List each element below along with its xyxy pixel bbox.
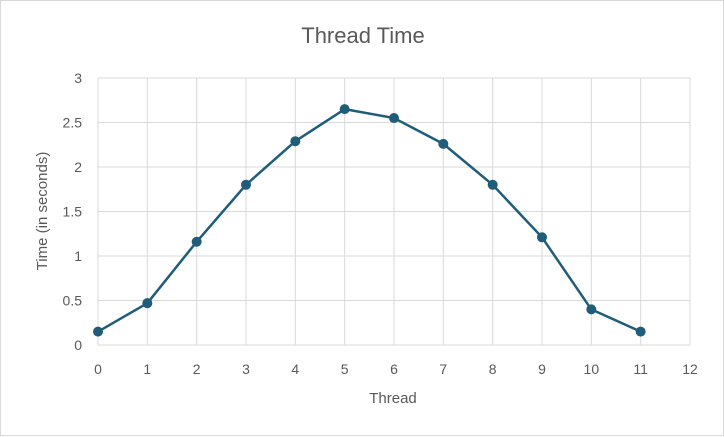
x-tick-label: 0 [94, 361, 102, 377]
y-tick-label: 0.5 [63, 293, 83, 309]
x-tick-label: 5 [341, 361, 349, 377]
data-point [389, 113, 399, 124]
y-tick-label: 3 [74, 70, 82, 86]
x-tick-label: 2 [193, 361, 201, 377]
chart-title: Thread Time [301, 23, 425, 48]
series-group [93, 104, 646, 337]
x-axis-label: Thread [369, 390, 417, 407]
x-tick-label: 4 [291, 361, 299, 377]
x-tick-label: 10 [584, 361, 600, 377]
x-tick-label: 9 [538, 361, 546, 377]
data-point [142, 298, 153, 309]
x-tick-label: 1 [143, 361, 151, 377]
data-point [93, 326, 103, 337]
data-point [438, 138, 449, 149]
y-tick-label: 2 [74, 159, 82, 175]
x-tick-label: 7 [439, 361, 447, 377]
data-point [191, 236, 202, 247]
x-tick-label: 11 [633, 361, 648, 377]
x-tick-label: 3 [242, 361, 250, 377]
data-point [487, 179, 498, 190]
y-tick-label: 0 [74, 337, 82, 353]
data-point [339, 104, 350, 115]
x-tick-label: 12 [682, 361, 698, 377]
y-tick-label: 1.5 [63, 204, 83, 220]
data-point [537, 232, 547, 243]
gridlines [97, 77, 691, 346]
x-axis-ticks: 0 1 2 3 4 5 6 7 8 9 10 11 12 [94, 361, 698, 377]
x-tick-label: 6 [390, 361, 398, 377]
y-axis-ticks: 0 0.5 1 1.5 2 2.5 3 [63, 70, 83, 353]
data-point [635, 326, 646, 337]
data-point [290, 136, 301, 147]
y-tick-label: 1 [74, 248, 82, 264]
y-axis-label: Time (in seconds) [34, 152, 51, 271]
y-tick-label: 2.5 [63, 115, 83, 131]
data-point [241, 179, 251, 190]
x-tick-label: 8 [489, 361, 497, 377]
data-point [586, 304, 597, 315]
series-line [97, 107, 642, 333]
